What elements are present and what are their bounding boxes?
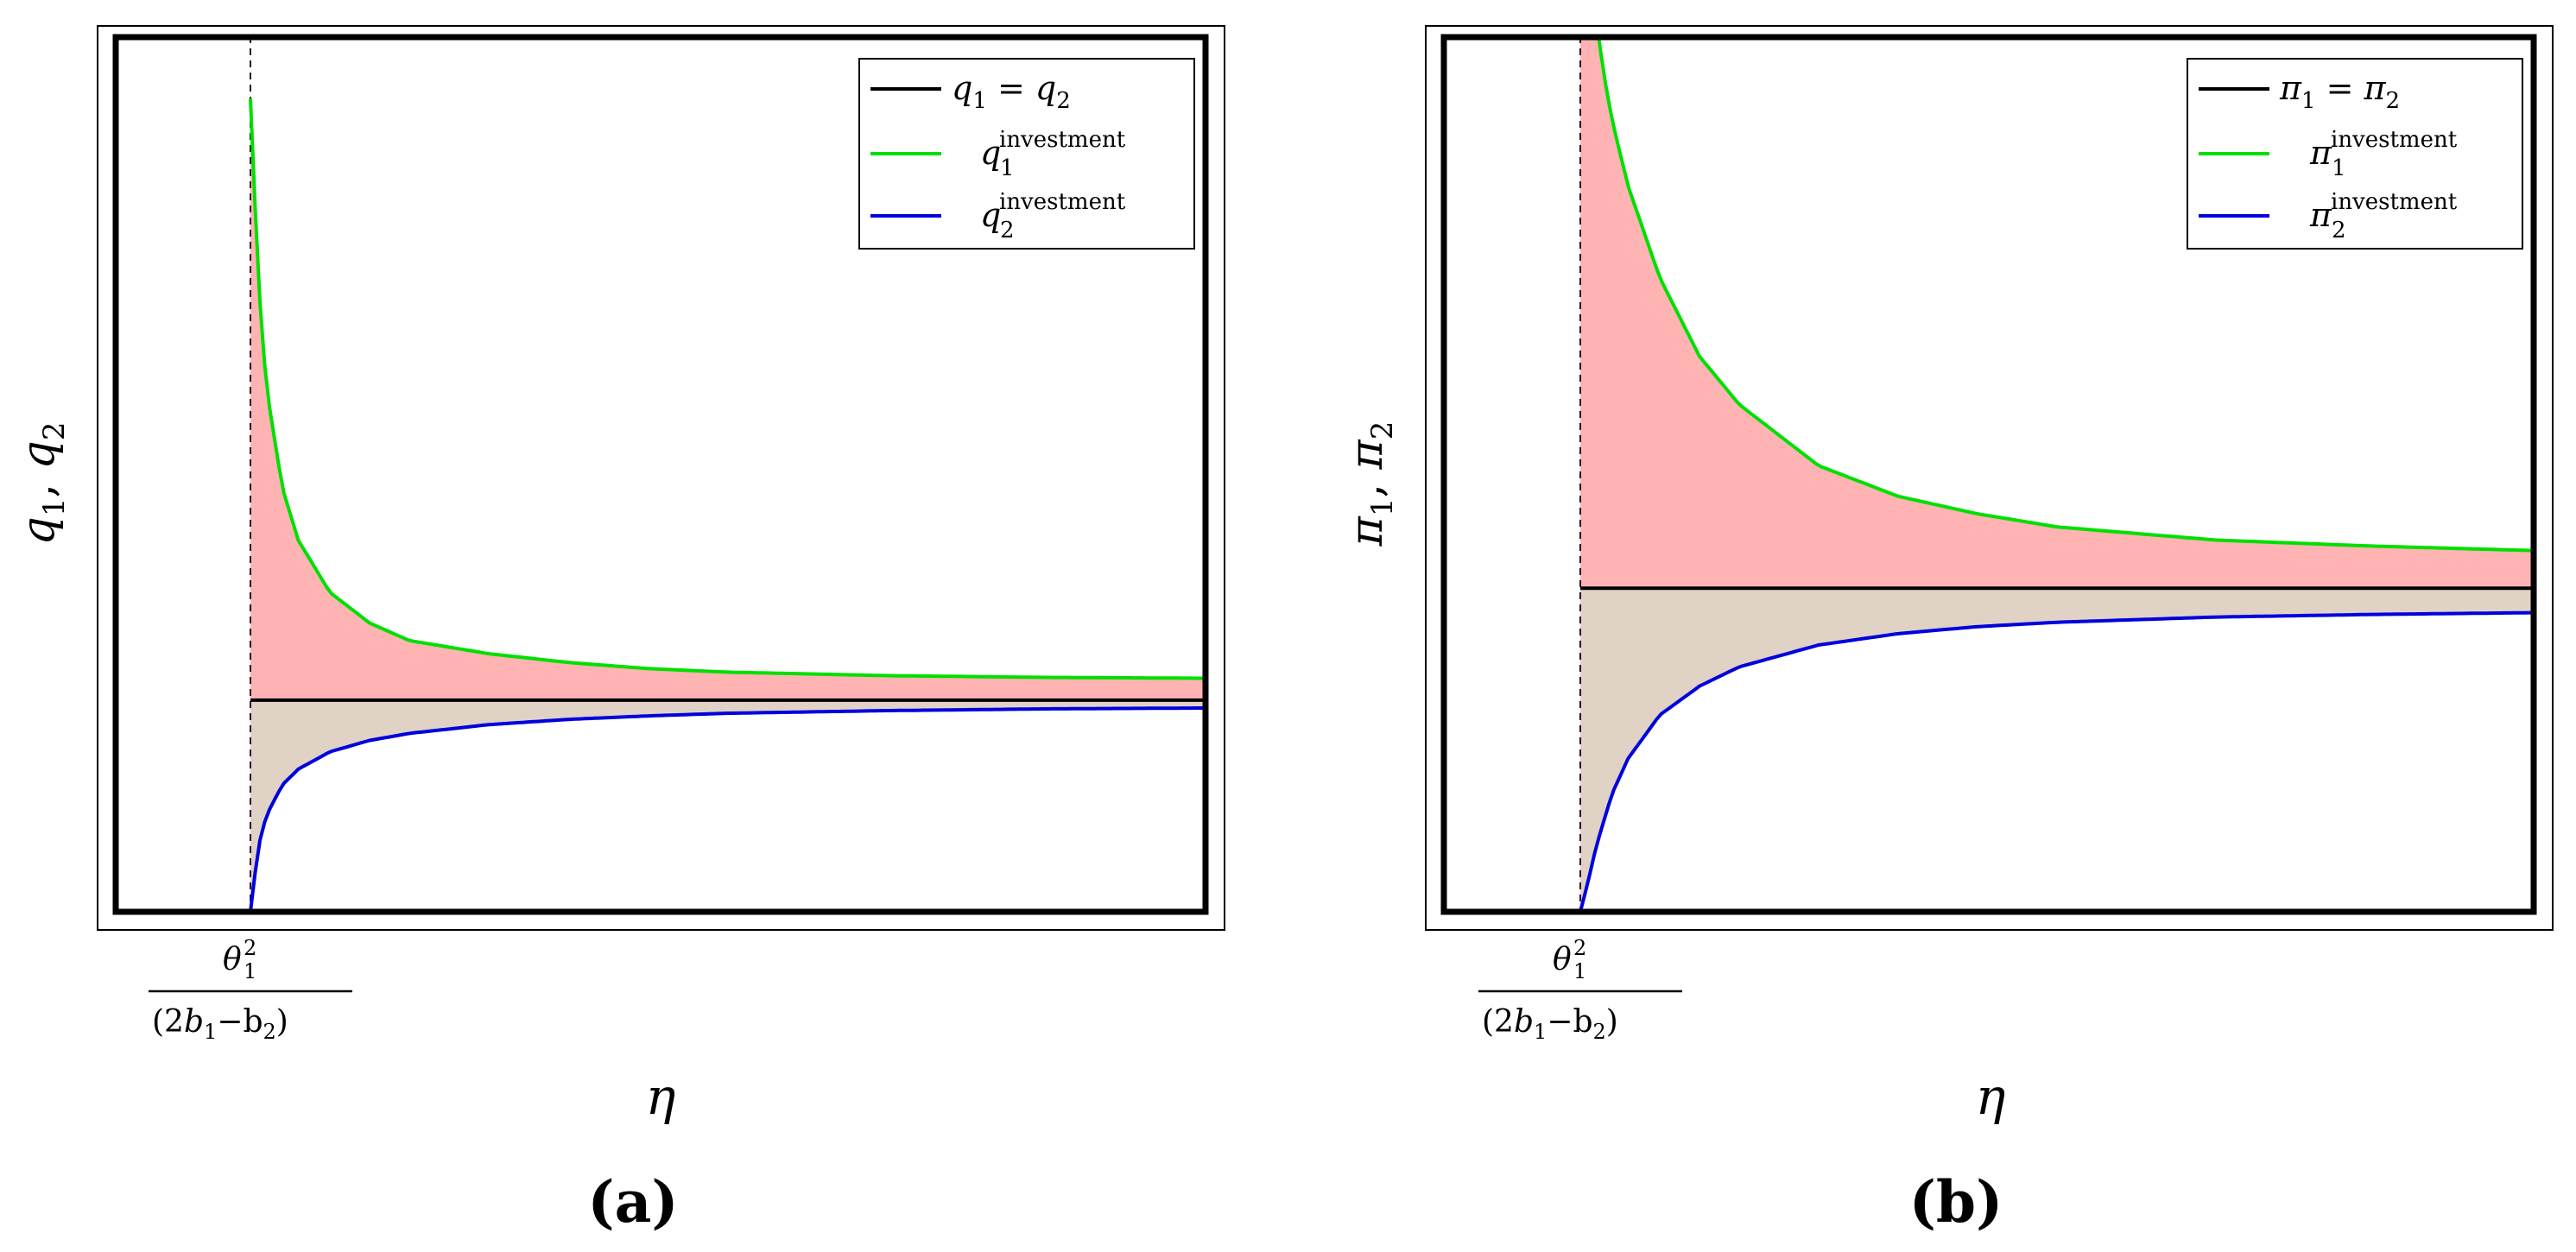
- svg-text:investment: investment: [999, 127, 1126, 153]
- panel-label-a: (a): [587, 1168, 678, 1236]
- svg-text:2: 2: [244, 936, 256, 960]
- series-pi1-investment: [1597, 37, 2534, 553]
- svg-text:1: 1: [2332, 155, 2346, 181]
- x-tick-label-a: θ 2 1 (2b1−b2): [149, 936, 352, 1044]
- panel-b: π1 = π2 π 1 investment π 2 investment π1…: [1341, 25, 2554, 1236]
- panel-b-outer-frame: [1425, 25, 2554, 931]
- svg-text:q: q: [980, 134, 1001, 172]
- svg-text:investment: investment: [999, 189, 1126, 215]
- legend-b-entry-3: π 2 investment: [2199, 189, 2458, 243]
- svg-text:2: 2: [2332, 218, 2346, 243]
- panel-label-b: (b): [1909, 1168, 2003, 1236]
- svg-text:q: q: [980, 196, 1001, 234]
- panel-a-inner-frame: [112, 34, 1209, 915]
- svg-text:θ: θ: [223, 942, 242, 977]
- x-axis-label-a: η: [646, 1067, 676, 1126]
- svg-text:q1 = q2: q1 = q2: [952, 69, 1071, 114]
- legend-a-entry-2: q 1 investment: [870, 127, 1126, 181]
- series-q2-investment: [249, 706, 1206, 912]
- svg-text:π: π: [2309, 196, 2332, 234]
- fill-above-b: [1580, 37, 2534, 589]
- svg-text:(2b1−b2): (2b1−b2): [1482, 1004, 1618, 1044]
- legend-a-entry-1: q1 = q2: [870, 69, 1071, 114]
- legend-a-entry-3: q 2 investment: [870, 189, 1126, 243]
- svg-text:π1 = π2: π1 = π2: [2279, 69, 2400, 114]
- x-axis-label-b: η: [1976, 1067, 2006, 1126]
- fill-below-a: [250, 699, 1206, 912]
- svg-text:2: 2: [1573, 936, 1586, 960]
- legend-b: π1 = π2 π 1 investment π 2 investment: [2187, 58, 2523, 250]
- panel-b-plot-area: [1579, 37, 2534, 912]
- svg-text:2: 2: [1000, 218, 1015, 243]
- svg-text:π: π: [2309, 134, 2332, 172]
- fill-above-a: [250, 98, 1206, 700]
- svg-text:investment: investment: [2331, 189, 2458, 215]
- x-tick-label-b: θ 2 1 (2b1−b2): [1478, 936, 1682, 1044]
- svg-text:θ: θ: [1553, 942, 1572, 977]
- svg-text:investment: investment: [2331, 127, 2458, 153]
- y-axis-label-a: q1, q2: [13, 422, 72, 546]
- svg-text:1: 1: [1000, 155, 1015, 181]
- legend-b-entry-2: π 1 investment: [2199, 127, 2458, 181]
- fill-below-b: [1580, 588, 2534, 912]
- series-pi2-investment: [1579, 610, 2534, 912]
- panel-a: q1 = q2 q 1 investment q 2 investment q1…: [13, 25, 1225, 1236]
- svg-text:1: 1: [1573, 959, 1586, 983]
- panel-a-outer-frame: [97, 25, 1225, 931]
- legend-b-entry-1: π1 = π2: [2199, 69, 2400, 114]
- panel-a-plot-area: [249, 37, 1206, 912]
- y-axis-label-b: π1, π2: [1341, 421, 1400, 547]
- panel-b-inner-frame: [1440, 34, 2537, 915]
- svg-text:(2b1−b2): (2b1−b2): [152, 1004, 288, 1044]
- legend-a-var: q: [952, 69, 972, 107]
- series-q1-investment: [249, 98, 1206, 680]
- svg-text:1: 1: [244, 959, 256, 983]
- legend-a: q1 = q2 q 1 investment q 2 investment: [858, 58, 1195, 250]
